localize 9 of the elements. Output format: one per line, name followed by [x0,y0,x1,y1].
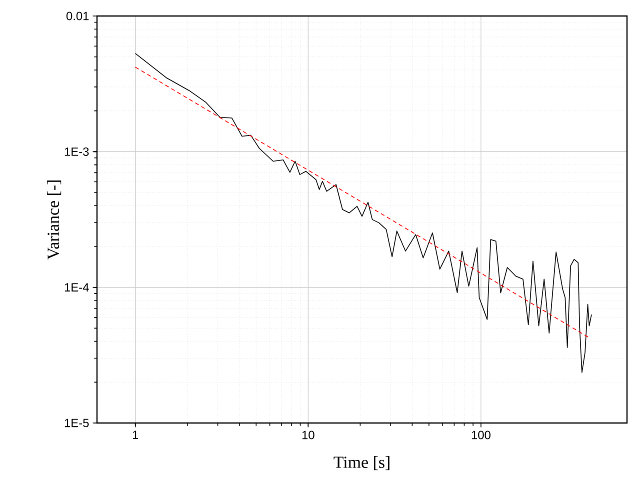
y-tick-label: 1E-3 [64,147,89,156]
y-tick-label: 1E-4 [64,283,89,292]
x-tick-label: 1 [132,430,138,439]
y-axis-title: Variance [-] [47,180,62,260]
y-tick-label: 0.01 [66,12,89,20]
y-tick-label: 1E-5 [64,418,89,428]
x-tick-label: 100 [472,430,490,440]
x-tick-label: 10 [302,430,314,440]
x-axis-title: Time [s] [334,456,390,470]
